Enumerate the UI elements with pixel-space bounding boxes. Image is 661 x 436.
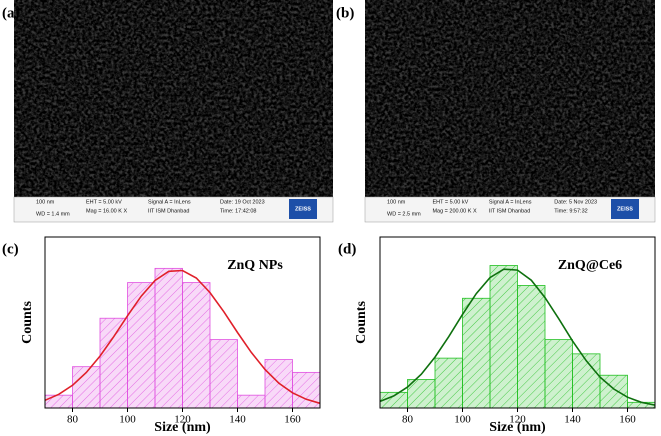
panel-label: (b)	[336, 5, 354, 21]
x-tick-label: 140	[229, 414, 246, 426]
bar	[462, 297, 491, 409]
info-text: Signal A = InLens	[148, 199, 191, 205]
bar	[544, 339, 573, 409]
bar	[572, 353, 601, 409]
info-text: WD = 1.4 mm	[36, 211, 70, 217]
bar	[154, 267, 183, 409]
x-tick-label: 100	[119, 414, 136, 426]
x-tick-label: 160	[284, 414, 301, 426]
info-text: 100 nm	[36, 199, 55, 205]
bar	[209, 339, 238, 409]
info-text: IIT ISM Dhanbad	[489, 208, 530, 214]
info-text: IIT ISM Dhanbad	[148, 208, 189, 214]
x-tick-label: 80	[402, 414, 414, 426]
x-axis-label: Size (nm)	[489, 420, 546, 435]
zeiss-logo	[611, 199, 639, 219]
info-bar	[364, 196, 656, 223]
y-axis-label: Counts	[20, 301, 35, 344]
info-bar	[13, 196, 334, 223]
bar	[44, 394, 73, 409]
bar	[99, 317, 128, 409]
zeiss-text: ZEISS	[295, 206, 311, 212]
x-tick-label: 120	[509, 414, 526, 426]
info-text: Signal A = InLens	[489, 199, 532, 205]
x-tick-label: 160	[619, 414, 636, 426]
x-tick-label: 140	[564, 414, 581, 426]
zeiss-logo	[289, 199, 317, 219]
info-text: Date: 5 Nov 2023	[554, 199, 597, 205]
annotation: ZnQ@Ce6	[558, 258, 622, 273]
info-text: 100 nm	[387, 199, 406, 205]
info-text: WD = 2.5 mm	[387, 211, 421, 217]
info-text: Time: 17:42:08	[220, 208, 256, 214]
info-text: Date: 19 Oct 2023	[220, 199, 265, 205]
x-tick-label: 100	[454, 414, 471, 426]
fit-curve	[379, 268, 656, 406]
x-tick-label: 80	[67, 414, 79, 426]
bar	[407, 379, 436, 409]
zeiss-text: ZEISS	[617, 206, 633, 212]
y-axis-label: Counts	[354, 301, 369, 344]
annotation: ZnQ NPs	[227, 258, 283, 273]
info-text: EHT = 5.00 kV	[86, 199, 122, 205]
bar	[182, 282, 211, 409]
sem-image	[365, 0, 655, 197]
bar	[434, 357, 463, 409]
panel-label: (c)	[2, 241, 19, 257]
x-axis-label: Size (nm)	[154, 420, 211, 435]
bar	[127, 282, 156, 409]
bar	[237, 394, 266, 409]
panel-label: (d)	[338, 241, 356, 257]
info-text: Mag = 16.00 K X	[86, 208, 127, 214]
bar	[627, 401, 656, 409]
info-text: Time: 9:57:32	[554, 208, 587, 214]
info-text: EHT = 5.00 kV	[432, 199, 468, 205]
sem-image	[14, 0, 333, 197]
fit-curve	[44, 269, 321, 405]
x-tick-label: 120	[174, 414, 191, 426]
bar	[489, 265, 518, 409]
bar	[517, 285, 546, 409]
info-text: Mag = 200.00 K X	[432, 208, 477, 214]
panel-label: (a)	[2, 5, 20, 21]
